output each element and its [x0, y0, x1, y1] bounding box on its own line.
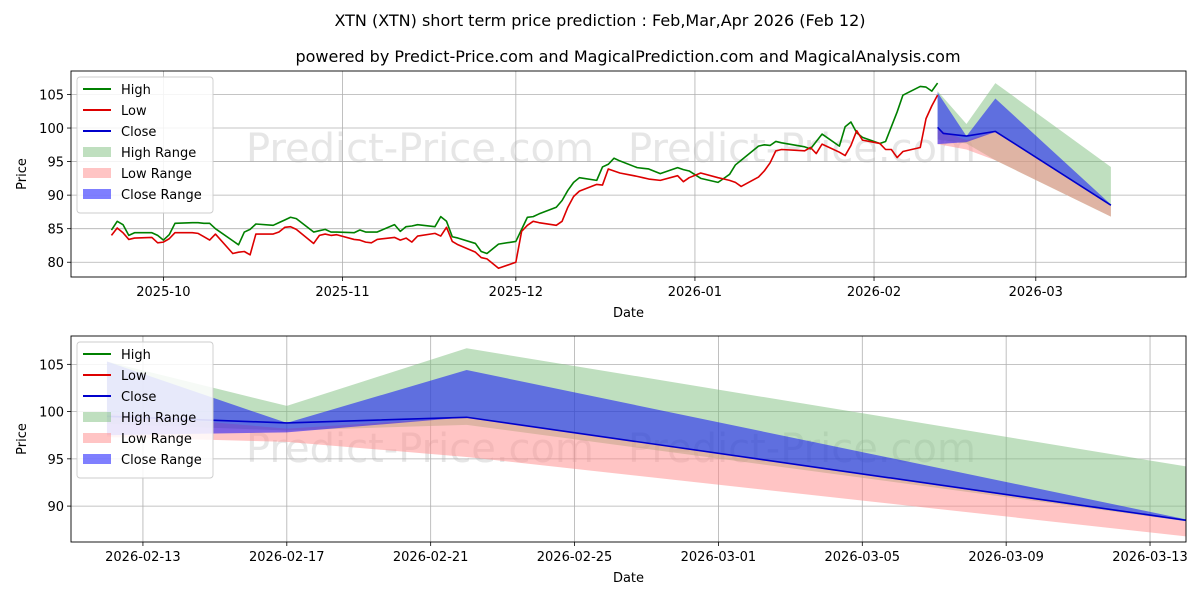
x-tick-label: 2026-02-25	[537, 550, 613, 565]
legend-label: High	[121, 348, 151, 363]
x-tick-label: 2025-12	[489, 285, 543, 300]
legend-label: Low	[121, 104, 147, 119]
y-tick-label: 105	[39, 88, 64, 103]
x-tick-label: 2026-01	[668, 285, 722, 300]
legend-label: Low Range	[121, 432, 192, 447]
plot-frame	[70, 335, 1187, 543]
x-tick-label: 2025-11	[315, 285, 369, 300]
y-tick-label: 95	[47, 156, 64, 171]
line-close	[937, 126, 1112, 206]
legend-swatch-low-range	[83, 433, 111, 443]
x-tick-label: 2026-03-05	[825, 550, 901, 565]
y-tick-label: 100	[39, 406, 64, 421]
y-tick-label: 105	[39, 358, 64, 373]
x-tick-label: 2026-02-17	[249, 550, 325, 565]
x-tick-label: 2026-02	[847, 285, 901, 300]
watermark-text: Predict-Price.com	[628, 276, 976, 322]
legend-swatch-close-range	[83, 189, 111, 199]
y-tick-label: 85	[47, 223, 64, 238]
legend-label: Close Range	[121, 453, 202, 468]
x-tick-label: 2025-10	[136, 285, 190, 300]
legend-label: High	[121, 83, 151, 98]
watermark-text: Predict-Price.com	[246, 126, 594, 172]
x-tick-label: 2026-03-01	[681, 550, 757, 565]
x-tick-label: 2026-02-13	[105, 550, 181, 565]
legend-label: Close Range	[121, 188, 202, 203]
line-low	[110, 94, 939, 270]
range-low-range	[106, 413, 1186, 537]
x-axis-label: Date	[613, 571, 644, 586]
y-axis-label: Price	[15, 158, 30, 190]
plot-frame	[70, 70, 1187, 278]
chart-title: XTN (XTN) short term price prediction : …	[334, 11, 865, 30]
y-tick-label: 90	[47, 189, 64, 204]
watermark-text: Predict-Price.com	[628, 126, 976, 172]
chart-subtitle: powered by Predict-Price.com and Magical…	[295, 47, 960, 66]
range-low-range	[937, 129, 1111, 217]
legend-label: High Range	[121, 411, 196, 426]
x-tick-label: 2026-02-21	[393, 550, 469, 565]
y-tick-label: 95	[47, 453, 64, 468]
legend-label: Close	[121, 390, 156, 405]
line-high	[110, 82, 939, 255]
x-tick-label: 2026-03-13	[1112, 550, 1188, 565]
legend-label: Close	[121, 125, 156, 140]
y-tick-label: 100	[39, 122, 64, 137]
plot-content: Predict-Price.com Predict-Price.com Predic…	[71, 71, 1186, 322]
x-tick-label: 2026-03	[1009, 285, 1063, 300]
y-axis-label: Price	[15, 423, 30, 455]
legend-label: Low Range	[121, 167, 192, 182]
x-tick-label: 2026-03-09	[968, 550, 1044, 565]
legend-label: High Range	[121, 146, 196, 161]
history-panel: Predict-Price.com Predict-Price.com Predic…	[15, 70, 1187, 322]
legend-swatch-high-range	[83, 147, 111, 157]
legend-swatch-high-range	[83, 412, 111, 422]
y-tick-label: 80	[47, 256, 64, 271]
legend-swatch-close-range	[83, 454, 111, 464]
watermark-text: Predict-Price.com	[246, 276, 594, 322]
y-tick-label: 90	[47, 500, 64, 515]
legend-swatch-low-range	[83, 168, 111, 178]
x-axis-label: Date	[613, 306, 644, 321]
legend-label: Low	[121, 369, 147, 384]
